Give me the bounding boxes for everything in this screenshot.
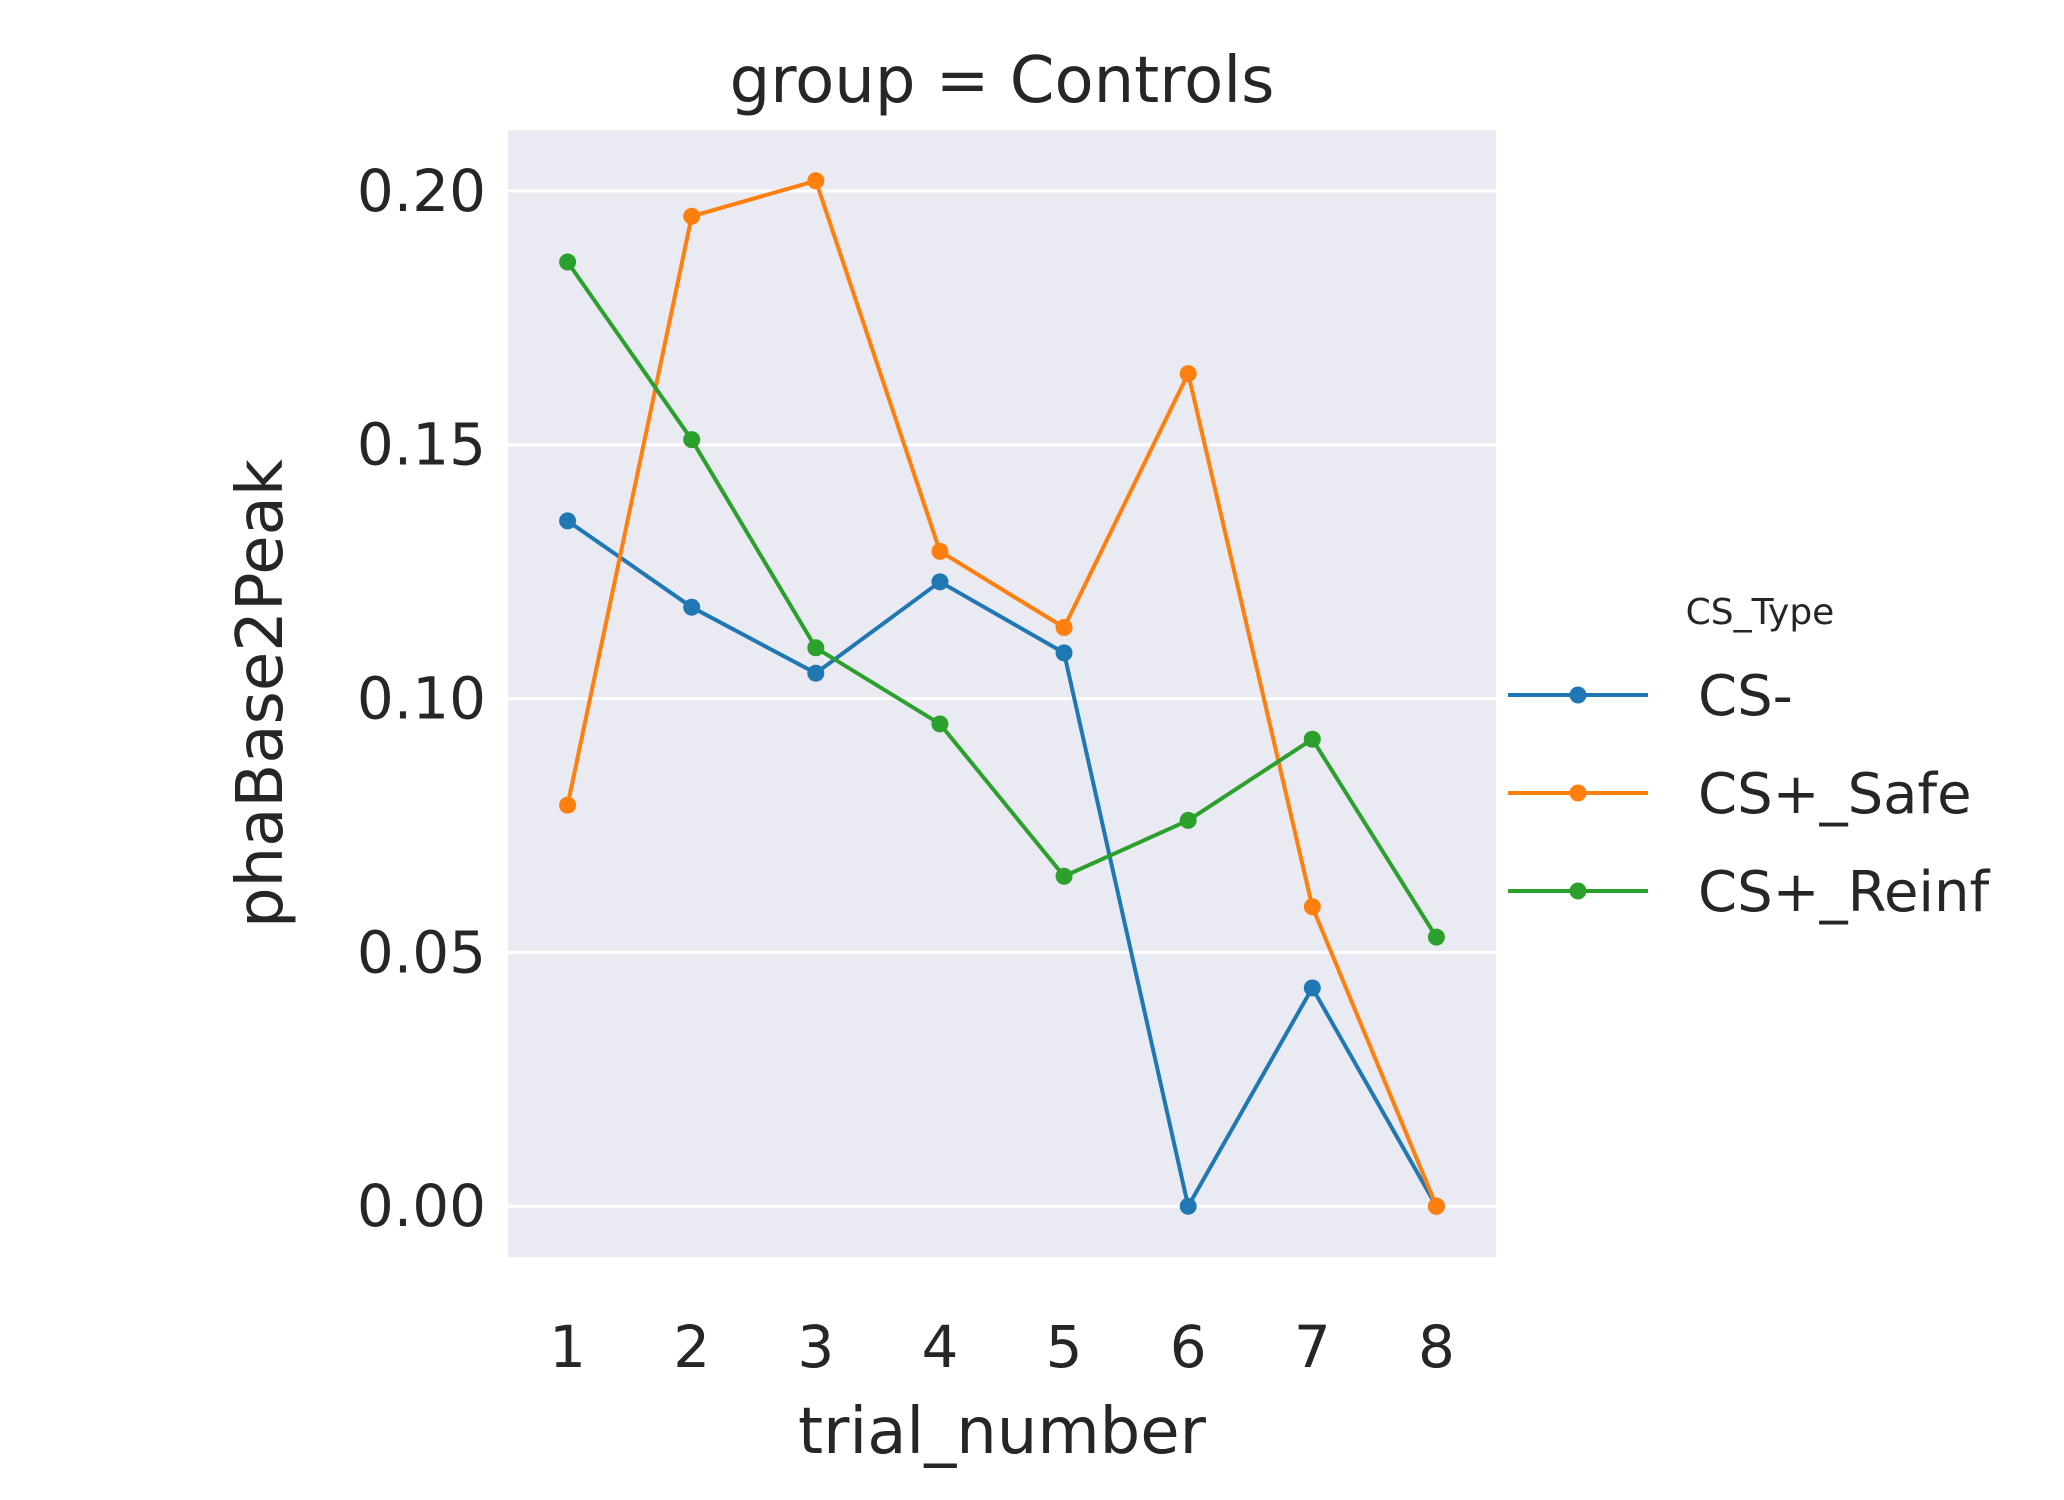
x-tick-label: 3 <box>797 1313 834 1381</box>
series-cs- <box>559 512 1445 1215</box>
data-point <box>807 664 825 682</box>
legend: CS_Type CS- CS+_Safe CS+_Reinf <box>1508 592 1990 925</box>
x-tick-label: 6 <box>1170 1313 1207 1381</box>
y-tick-label: 0.20 <box>357 157 486 225</box>
data-point <box>683 431 701 449</box>
data-point <box>931 573 949 591</box>
series-line <box>565 260 1439 939</box>
legend-item: CS+_Reinf <box>1508 860 1990 925</box>
data-point <box>559 796 577 814</box>
legend-swatch-marker <box>1569 882 1587 900</box>
legend-title: CS_Type <box>1686 592 1835 633</box>
y-tick-labels: 0.00 0.05 0.10 0.15 0.20 <box>357 157 486 1240</box>
x-tick-label: 2 <box>673 1313 710 1381</box>
series-cs-reinf <box>559 253 1445 946</box>
x-tick-labels: 1 2 3 4 5 6 7 8 <box>549 1313 1455 1381</box>
data-point <box>683 598 701 616</box>
data-point <box>1179 1197 1197 1215</box>
series-cs-safe <box>559 172 1445 1215</box>
y-tick-label: 0.00 <box>357 1172 486 1240</box>
legend-label: CS+_Reinf <box>1698 860 1990 925</box>
data-point <box>559 253 577 271</box>
x-tick-label: 7 <box>1294 1313 1331 1381</box>
x-tick-label: 1 <box>549 1313 586 1381</box>
chart-title: group = Controls <box>730 44 1275 118</box>
data-point <box>1427 928 1445 946</box>
data-point <box>931 715 949 733</box>
legend-swatch-marker <box>1569 784 1587 802</box>
data-point <box>931 542 949 560</box>
series-line <box>566 519 1439 1209</box>
x-tick-label: 5 <box>1046 1313 1083 1381</box>
legend-item: CS- <box>1508 664 1793 729</box>
data-point <box>1055 619 1073 637</box>
data-point <box>1303 979 1321 997</box>
data-point <box>683 207 701 225</box>
series-group <box>559 172 1445 1215</box>
data-point <box>1303 730 1321 748</box>
y-tick-label: 0.15 <box>357 411 486 479</box>
data-point <box>1303 898 1321 916</box>
data-point <box>1427 1197 1445 1215</box>
y-axis-label: phaBase2Peak <box>224 459 298 928</box>
series-line <box>565 178 1439 1207</box>
data-point <box>559 512 577 530</box>
plot-background <box>508 130 1496 1257</box>
legend-swatch-marker <box>1569 686 1587 704</box>
data-point <box>1179 811 1197 829</box>
legend-item: CS+_Safe <box>1508 762 1972 827</box>
data-point <box>1179 365 1197 383</box>
x-axis-label: trial_number <box>798 1395 1207 1469</box>
y-tick-label: 0.05 <box>357 918 486 986</box>
y-tick-label: 0.10 <box>357 665 486 733</box>
data-point <box>1055 644 1073 662</box>
data-point <box>1055 867 1073 885</box>
x-tick-label: 8 <box>1418 1313 1455 1381</box>
data-point <box>807 639 825 657</box>
legend-label: CS- <box>1698 664 1793 729</box>
x-tick-label: 4 <box>921 1313 958 1381</box>
legend-label: CS+_Safe <box>1698 762 1972 827</box>
data-point <box>807 172 825 190</box>
